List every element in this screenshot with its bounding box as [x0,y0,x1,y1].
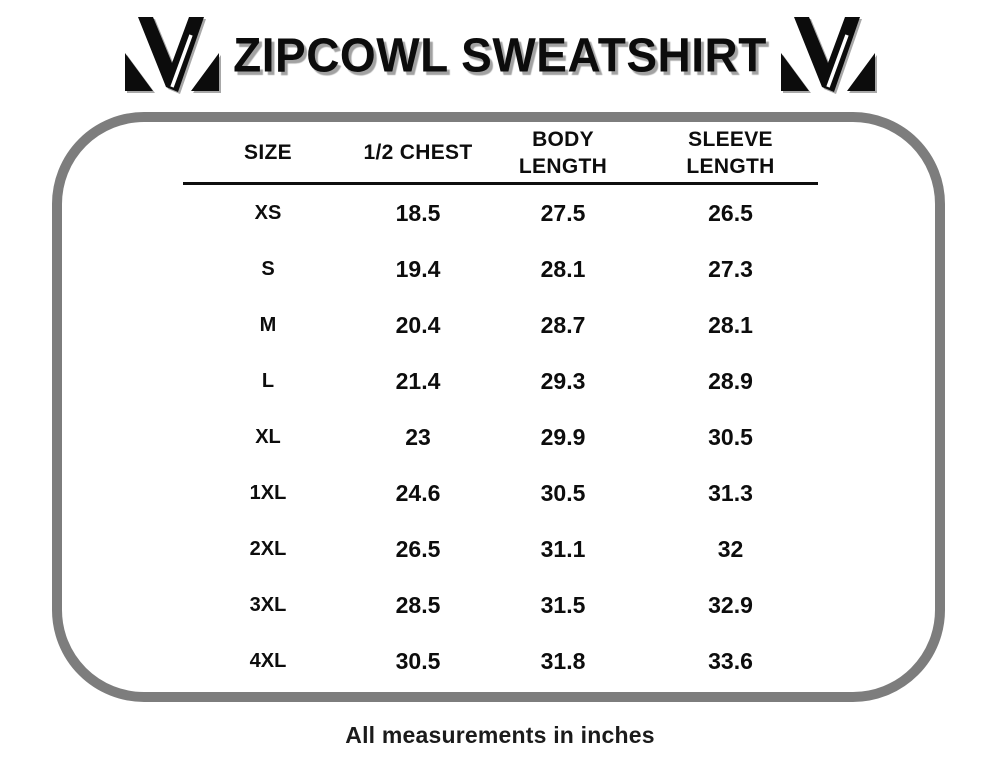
table-body: XS 18.5 27.5 26.5 S 19.4 28.1 27.3 M 20.… [183,184,818,690]
sleeve-length-cell: 33.6 [708,647,753,674]
column-header-body-length: BODY LENGTH [483,124,643,185]
sleeve-length-cell: 32.9 [708,591,753,618]
size-cell: 2XL [249,537,287,560]
table-row: L 21.4 29.3 28.9 [183,353,818,409]
half-chest-cell: 30.5 [395,647,441,674]
half-chest-cell: 20.4 [395,311,441,338]
sleeve-length-cell: 28.1 [708,311,753,338]
sleeve-length-cell: 27.3 [708,255,753,282]
sleeve-length-cell: 30.5 [708,423,753,450]
body-length-cell: 31.5 [540,591,586,618]
table-row: XL 23 29.9 30.5 [183,409,818,465]
half-chest-cell: 24.6 [395,479,441,506]
table-row: S 19.4 28.1 27.3 [183,241,818,297]
table-row: 2XL 26.5 31.1 32 [183,521,818,577]
size-chart-table: SIZE 1/2 CHEST BODY LENGTH SLEEVE LENGTH… [183,124,818,689]
measurements-footnote: All measurements in inches [345,722,655,748]
body-length-cell: 27.5 [540,199,586,226]
brand-m-logo-icon-right [780,17,875,93]
body-length-cell: 31.8 [540,647,586,674]
body-length-cell: 30.5 [540,479,586,506]
size-cell: XS [254,201,282,224]
half-chest-cell: 18.5 [395,199,441,226]
body-length-cell: 28.1 [540,255,586,282]
body-length-cell: 31.1 [540,535,586,562]
table-row: 4XL 30.5 31.8 33.6 [183,633,818,689]
body-length-cell: 28.7 [540,311,586,338]
page-title: ZIPCOWL SWEATSHIRT [233,27,767,83]
sleeve-length-cell: 32 [717,535,744,562]
header-row: SIZE 1/2 CHEST BODY LENGTH SLEEVE LENGTH [183,124,818,185]
sleeve-length-cell: 28.9 [708,367,753,394]
body-length-cell: 29.9 [540,423,586,450]
size-cell: M [259,313,277,336]
size-chart-box: SIZE 1/2 CHEST BODY LENGTH SLEEVE LENGTH… [52,112,945,702]
sleeve-length-cell: 31.3 [708,479,753,506]
column-header-half-chest: 1/2 CHEST [353,124,483,185]
size-cell: S [261,257,275,280]
brand-m-logo-icon-left [125,17,220,93]
half-chest-cell: 28.5 [395,591,441,618]
half-chest-cell: 26.5 [395,535,441,562]
size-cell: XL [255,425,281,448]
header: ZIPCOWL SWEATSHIRT [0,12,1000,98]
size-cell: 3XL [249,593,287,616]
column-header-size: SIZE [183,124,353,185]
column-header-sleeve-length: SLEEVE LENGTH [643,124,818,185]
table-row: M 20.4 28.7 28.1 [183,297,818,353]
half-chest-cell: 21.4 [395,367,441,394]
table-header: SIZE 1/2 CHEST BODY LENGTH SLEEVE LENGTH [183,124,818,185]
sleeve-length-cell: 26.5 [708,199,753,226]
size-cell: 4XL [249,649,287,672]
table-row: XS 18.5 27.5 26.5 [183,184,818,242]
table-row: 3XL 28.5 31.5 32.9 [183,577,818,633]
body-length-cell: 29.3 [540,367,586,394]
table-row: 1XL 24.6 30.5 31.3 [183,465,818,521]
size-cell: 1XL [249,481,287,504]
size-cell: L [261,369,275,392]
half-chest-cell: 19.4 [395,255,441,282]
half-chest-cell: 23 [405,423,431,450]
